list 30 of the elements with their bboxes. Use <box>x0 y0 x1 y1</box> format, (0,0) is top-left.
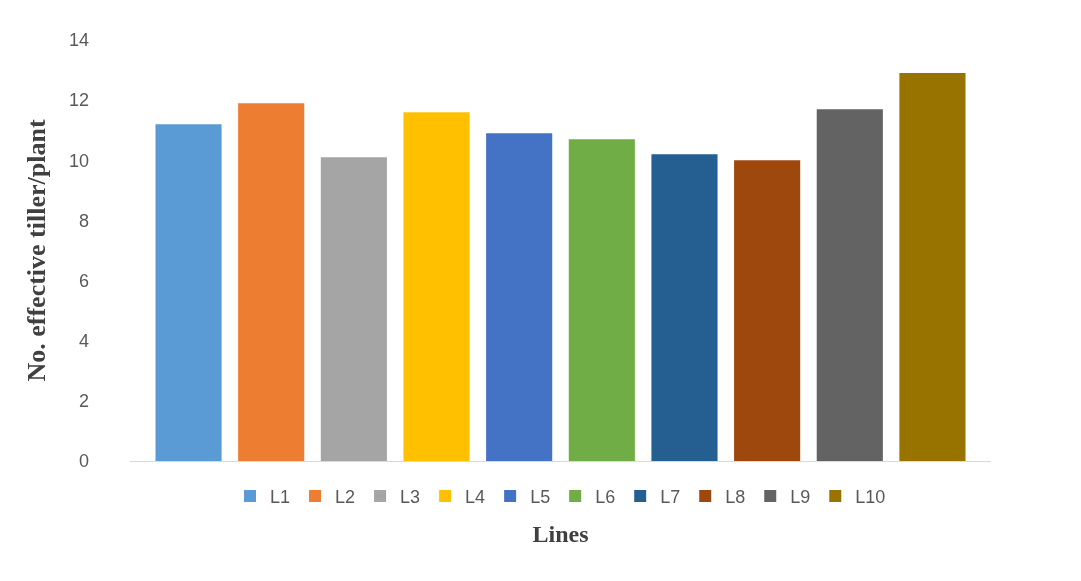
y-tick-label: 10 <box>68 150 89 171</box>
y-tick-label: 12 <box>68 90 89 111</box>
legend-label: L8 <box>725 487 746 508</box>
legend-label: L2 <box>335 487 356 508</box>
bar <box>734 160 801 461</box>
legend-label: L4 <box>465 487 486 508</box>
bar <box>403 112 470 461</box>
legend-label: L3 <box>400 487 421 508</box>
legend-label: L1 <box>270 487 291 508</box>
y-tick-label: 0 <box>78 451 89 472</box>
bar <box>238 103 305 461</box>
legend-label: L5 <box>530 487 551 508</box>
legend-label: L9 <box>790 487 811 508</box>
legend-label: L10 <box>855 487 886 508</box>
y-axis-title: No. effective tiller/plant <box>22 119 52 382</box>
y-tick-label: 4 <box>78 331 89 352</box>
bar <box>155 124 222 461</box>
y-tick-label: 2 <box>78 391 89 412</box>
y-tick-label: 14 <box>68 30 89 51</box>
bar <box>568 139 635 461</box>
x-axis-title: Lines <box>532 520 589 547</box>
y-tick-label: 8 <box>78 210 89 231</box>
y-tick-label: 6 <box>78 270 89 291</box>
legend-label: L6 <box>595 487 616 508</box>
bar <box>816 109 883 461</box>
legend-label: L7 <box>660 487 681 508</box>
bar <box>486 133 553 461</box>
bar <box>651 154 718 461</box>
bar <box>899 73 966 461</box>
bar <box>320 157 387 461</box>
